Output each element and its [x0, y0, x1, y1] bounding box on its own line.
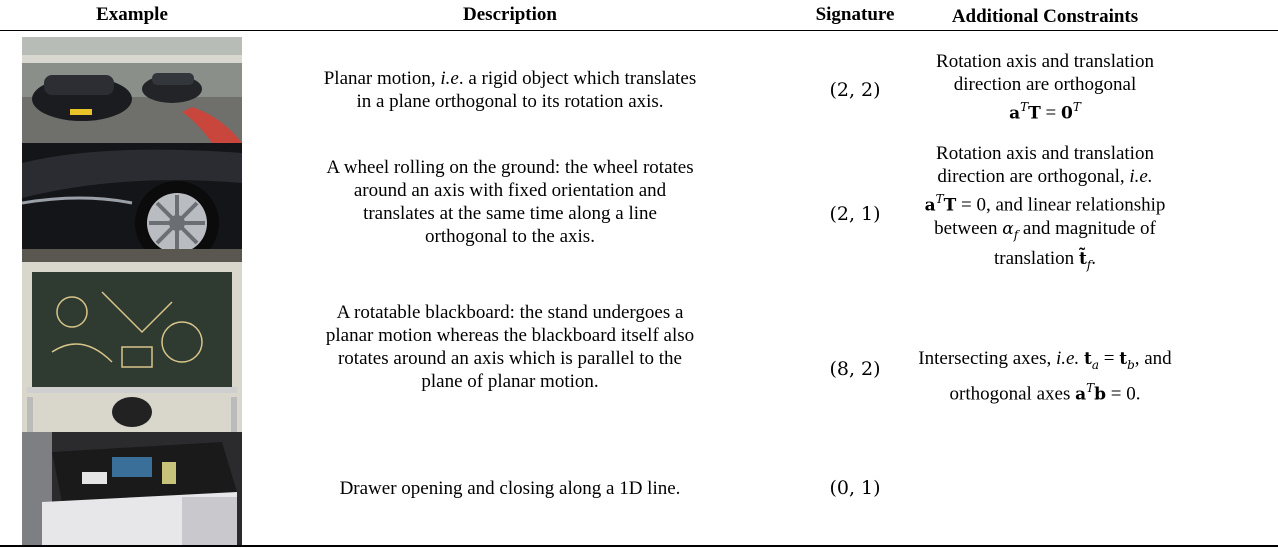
text: orthogonal to the axis.	[425, 226, 595, 247]
math: T	[1072, 100, 1081, 114]
signature: (0, 1)	[829, 477, 881, 499]
text: between	[934, 218, 1003, 240]
text: direction are orthogonal,	[937, 166, 1130, 187]
text: Planar motion,	[323, 68, 441, 89]
description: A rotatable blackboard: the stand underg…	[270, 301, 750, 393]
constraints: Rotation axis and translation direction …	[920, 142, 1170, 277]
text: A wheel rolling on the ground: the wheel…	[326, 157, 694, 178]
math: T	[935, 192, 944, 206]
text: plane of planar motion.	[421, 371, 599, 392]
text: rotates around an axis which is parallel…	[337, 348, 682, 369]
signature: (8, 2)	[829, 358, 881, 380]
math: a	[1009, 103, 1021, 124]
text: i.e	[440, 68, 459, 89]
constraints: Rotation axis and translation direction …	[920, 50, 1170, 125]
example-image	[22, 432, 242, 545]
math: f	[1086, 257, 1092, 272]
text: = 0.	[1106, 383, 1141, 405]
header-rule	[0, 30, 1278, 31]
text: .	[1091, 248, 1096, 270]
text: orthogonal axes	[949, 383, 1076, 405]
math: f	[1013, 228, 1019, 243]
math: T	[943, 195, 957, 216]
bottom-rule	[0, 545, 1278, 547]
math: a	[1091, 357, 1099, 372]
example-image	[22, 37, 242, 143]
text: and magnitude of	[1018, 218, 1156, 240]
header-cell: Description	[463, 4, 557, 25]
math: α	[1002, 219, 1014, 240]
math: b	[1094, 384, 1107, 405]
text: translates at the same time along a line	[363, 203, 657, 224]
math: t	[1083, 349, 1092, 369]
example-image	[22, 143, 242, 262]
math: b	[1127, 357, 1135, 372]
description: A wheel rolling on the ground: the wheel…	[270, 156, 750, 248]
header-cell: Example	[96, 4, 168, 25]
text: Drawer opening and closing along a 1D li…	[339, 478, 681, 499]
signature: (2, 1)	[829, 203, 881, 225]
text: , and	[1134, 348, 1172, 369]
text: i.e.	[1129, 166, 1153, 187]
text: . a rigid object which translates	[458, 68, 697, 89]
text: Rotation axis and translation	[936, 143, 1154, 164]
description: Drawer opening and closing along a 1D li…	[270, 477, 750, 500]
text: Intersecting axes,	[918, 348, 1056, 369]
text: Rotation axis and translation	[936, 51, 1154, 72]
math: =	[1040, 102, 1062, 124]
example-image	[22, 262, 242, 432]
math: 0	[1061, 103, 1073, 124]
description: Planar motion, i.e. a rigid object which…	[270, 67, 750, 113]
math: a	[1075, 384, 1087, 405]
text: A rotatable blackboard: the stand underg…	[336, 302, 684, 323]
text: translation	[993, 248, 1079, 270]
text: in a plane orthogonal to its rotation ax…	[356, 91, 664, 112]
math: T	[1028, 103, 1041, 124]
constraints: Intersecting axes, i.e. ta = tb, and ort…	[905, 347, 1185, 406]
math: T	[1086, 380, 1095, 395]
math: =	[1098, 348, 1120, 369]
signature: (2, 2)	[829, 79, 881, 101]
text: planar motion whereas the blackboard its…	[325, 325, 695, 346]
text: around an axis with fixed orientation an…	[353, 180, 667, 201]
text: i.e.	[1056, 348, 1080, 369]
header-cell: Additional Constraints	[951, 6, 1139, 27]
text: = 0, and linear relationship	[956, 194, 1166, 216]
math: T	[1020, 100, 1029, 114]
text: direction are orthogonal	[953, 74, 1137, 95]
math: t	[1119, 349, 1128, 369]
math: a	[924, 195, 936, 216]
header-cell: Signature	[815, 4, 895, 25]
math: t̃	[1078, 249, 1087, 270]
